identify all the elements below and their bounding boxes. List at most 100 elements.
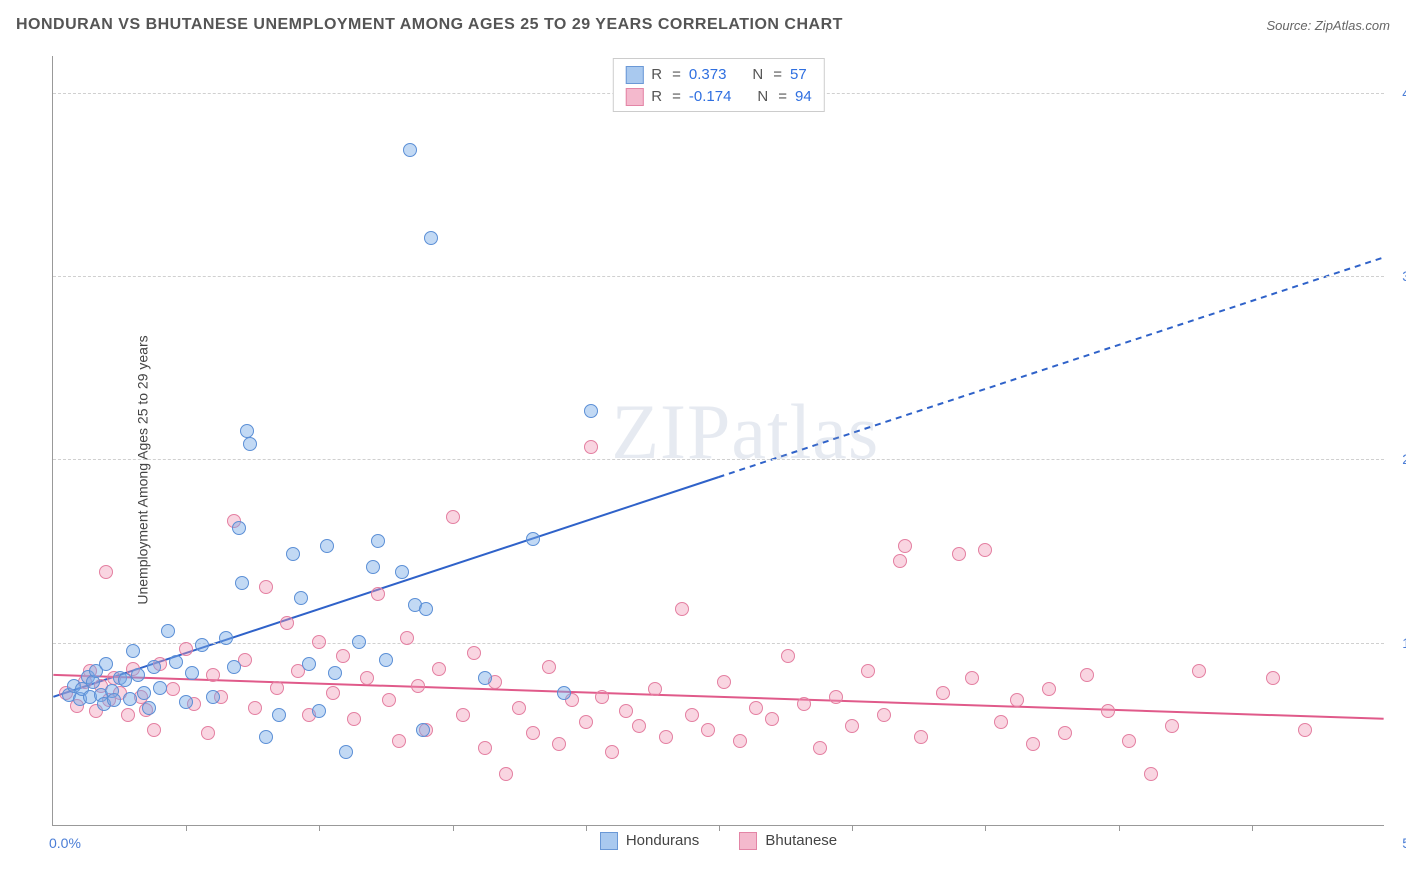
hondurans-point xyxy=(227,660,241,674)
y-tick-label: 10.0% xyxy=(1388,635,1406,651)
swatch-icon xyxy=(739,832,757,850)
bhutanese-point xyxy=(270,681,284,695)
bhutanese-point xyxy=(978,543,992,557)
series-legend: Hondurans Bhutanese xyxy=(53,831,1384,853)
bhutanese-point xyxy=(994,715,1008,729)
stats-legend: R = 0.373 N = 57 R = -0.174 N = 94 xyxy=(612,58,824,112)
r-value-hondurans: 0.373 xyxy=(689,66,727,83)
bhutanese-point xyxy=(259,580,273,594)
bhutanese-point xyxy=(749,701,763,715)
hondurans-point xyxy=(339,745,353,759)
bhutanese-point xyxy=(733,734,747,748)
bhutanese-point xyxy=(632,719,646,733)
bhutanese-point xyxy=(432,662,446,676)
bhutanese-point xyxy=(166,682,180,696)
bhutanese-point xyxy=(1298,723,1312,737)
hondurans-point xyxy=(219,631,233,645)
bhutanese-point xyxy=(326,686,340,700)
hondurans-point xyxy=(131,668,145,682)
source-attribution: Source: ZipAtlas.com xyxy=(1266,18,1390,33)
hondurans-point xyxy=(403,143,417,157)
bhutanese-point xyxy=(829,690,843,704)
bhutanese-point xyxy=(1192,664,1206,678)
hondurans-point xyxy=(419,602,433,616)
plot-region: ZIPatlas R = 0.373 N = 57 R = -0.174 N = xyxy=(52,56,1384,826)
stats-row-bhutanese: R = -0.174 N = 94 xyxy=(625,85,811,107)
hondurans-point xyxy=(416,723,430,737)
hondurans-point xyxy=(142,701,156,715)
hondurans-point xyxy=(352,635,366,649)
hondurans-point xyxy=(320,539,334,553)
hondurans-point xyxy=(395,565,409,579)
bhutanese-point xyxy=(1101,704,1115,718)
r-value-bhutanese: -0.174 xyxy=(689,88,732,105)
bhutanese-point xyxy=(1144,767,1158,781)
x-tick xyxy=(453,825,454,831)
bhutanese-point xyxy=(584,440,598,454)
bhutanese-point xyxy=(781,649,795,663)
chart-title: HONDURAN VS BHUTANESE UNEMPLOYMENT AMONG… xyxy=(16,16,843,34)
bhutanese-point xyxy=(675,602,689,616)
x-axis-min-label: 0.0% xyxy=(49,835,81,851)
bhutanese-point xyxy=(659,730,673,744)
bhutanese-point xyxy=(1122,734,1136,748)
bhutanese-point xyxy=(382,693,396,707)
bhutanese-point xyxy=(512,701,526,715)
bhutanese-point xyxy=(914,730,928,744)
bhutanese-point xyxy=(877,708,891,722)
hondurans-point xyxy=(366,560,380,574)
x-tick xyxy=(586,825,587,831)
hondurans-point xyxy=(179,695,193,709)
bhutanese-point xyxy=(952,547,966,561)
bhutanese-point xyxy=(595,690,609,704)
bhutanese-point xyxy=(400,631,414,645)
hondurans-point xyxy=(161,624,175,638)
bhutanese-point xyxy=(371,587,385,601)
bhutanese-point xyxy=(499,767,513,781)
bhutanese-point xyxy=(248,701,262,715)
hondurans-point xyxy=(126,644,140,658)
bhutanese-point xyxy=(552,737,566,751)
bhutanese-point xyxy=(717,675,731,689)
hondurans-point xyxy=(118,673,132,687)
hondurans-point xyxy=(379,653,393,667)
chart-area: Unemployment Among Ages 25 to 29 years Z… xyxy=(0,48,1406,892)
x-tick xyxy=(985,825,986,831)
bhutanese-point xyxy=(619,704,633,718)
bhutanese-point xyxy=(579,715,593,729)
hondurans-point xyxy=(371,534,385,548)
bhutanese-point xyxy=(121,708,135,722)
hondurans-point xyxy=(272,708,286,722)
bhutanese-point xyxy=(336,649,350,663)
hondurans-point xyxy=(259,730,273,744)
n-value-bhutanese: 94 xyxy=(795,88,812,105)
bhutanese-point xyxy=(1042,682,1056,696)
hondurans-point xyxy=(107,693,121,707)
legend-item-hondurans: Hondurans xyxy=(600,831,699,849)
bhutanese-point xyxy=(965,671,979,685)
bhutanese-point xyxy=(99,565,113,579)
y-tick-label: 30.0% xyxy=(1388,268,1406,284)
swatch-icon xyxy=(625,66,643,84)
bhutanese-point xyxy=(1080,668,1094,682)
bhutanese-point xyxy=(1165,719,1179,733)
hondurans-point xyxy=(312,704,326,718)
bhutanese-point xyxy=(1010,693,1024,707)
bhutanese-point xyxy=(201,726,215,740)
bhutanese-point xyxy=(360,671,374,685)
hondurans-point xyxy=(232,521,246,535)
hondurans-point xyxy=(286,547,300,561)
x-axis-max-label: 50.0% xyxy=(1388,835,1406,851)
hondurans-point xyxy=(584,404,598,418)
bhutanese-point xyxy=(685,708,699,722)
n-value-hondurans: 57 xyxy=(790,66,807,83)
hondurans-point xyxy=(526,532,540,546)
gridline xyxy=(53,276,1384,277)
bhutanese-point xyxy=(936,686,950,700)
bhutanese-point xyxy=(605,745,619,759)
bhutanese-point xyxy=(845,719,859,733)
bhutanese-point xyxy=(797,697,811,711)
gridline xyxy=(53,459,1384,460)
x-tick xyxy=(1119,825,1120,831)
bhutanese-point xyxy=(147,723,161,737)
